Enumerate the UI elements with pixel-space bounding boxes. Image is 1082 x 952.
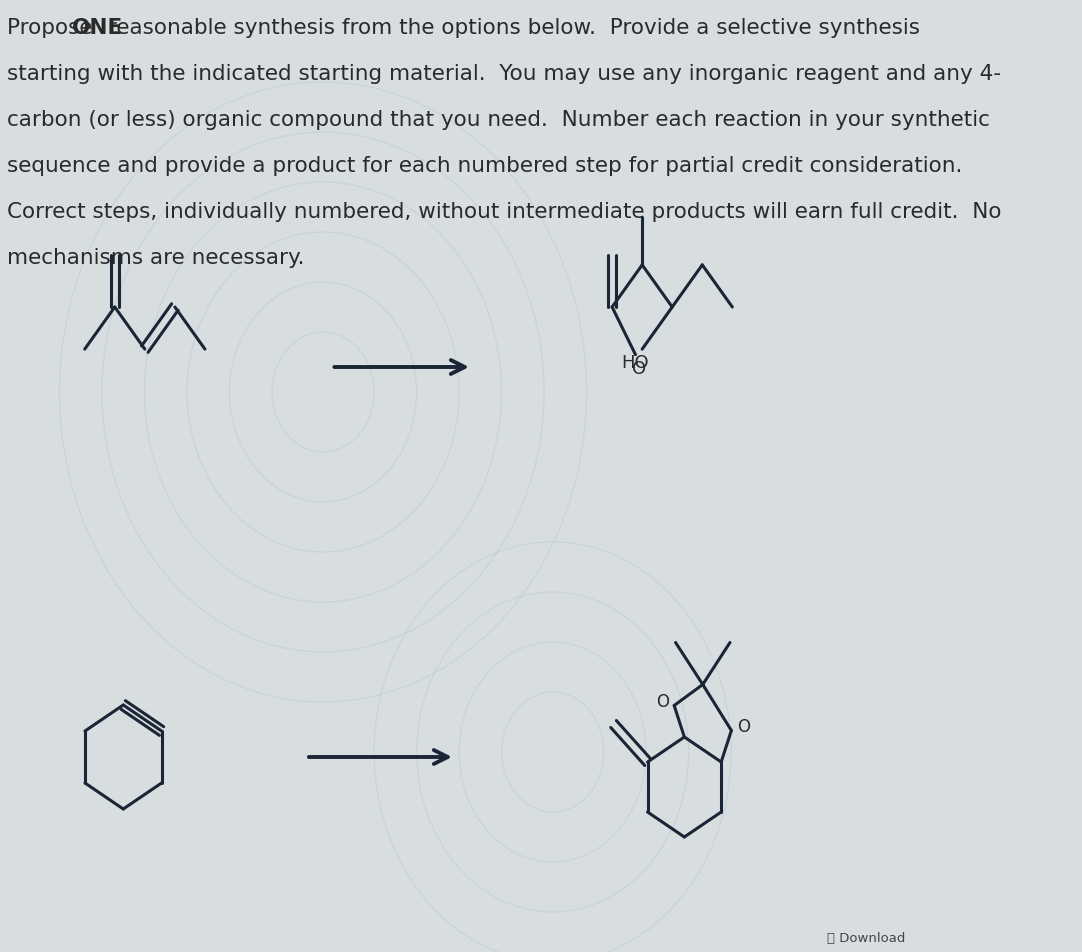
Text: ⤓ Download: ⤓ Download (827, 931, 906, 944)
Text: Propose: Propose (6, 18, 100, 38)
Text: starting with the indicated starting material.  You may use any inorganic reagen: starting with the indicated starting mat… (6, 64, 1001, 84)
Text: mechanisms are necessary.: mechanisms are necessary. (6, 248, 304, 268)
Text: sequence and provide a product for each numbered step for partial credit conside: sequence and provide a product for each … (6, 156, 962, 176)
Text: O: O (656, 693, 669, 711)
Text: ONE: ONE (72, 18, 123, 38)
Text: HO: HO (621, 354, 649, 371)
Text: reasonable synthesis from the options below.  Provide a selective synthesis: reasonable synthesis from the options be… (101, 18, 920, 38)
Text: O: O (737, 718, 750, 736)
Text: Correct steps, individually numbered, without intermediate products will earn fu: Correct steps, individually numbered, wi… (6, 202, 1001, 222)
Text: carbon (or less) organic compound that you need.  Number each reaction in your s: carbon (or less) organic compound that y… (6, 109, 990, 129)
Text: O: O (632, 359, 646, 377)
